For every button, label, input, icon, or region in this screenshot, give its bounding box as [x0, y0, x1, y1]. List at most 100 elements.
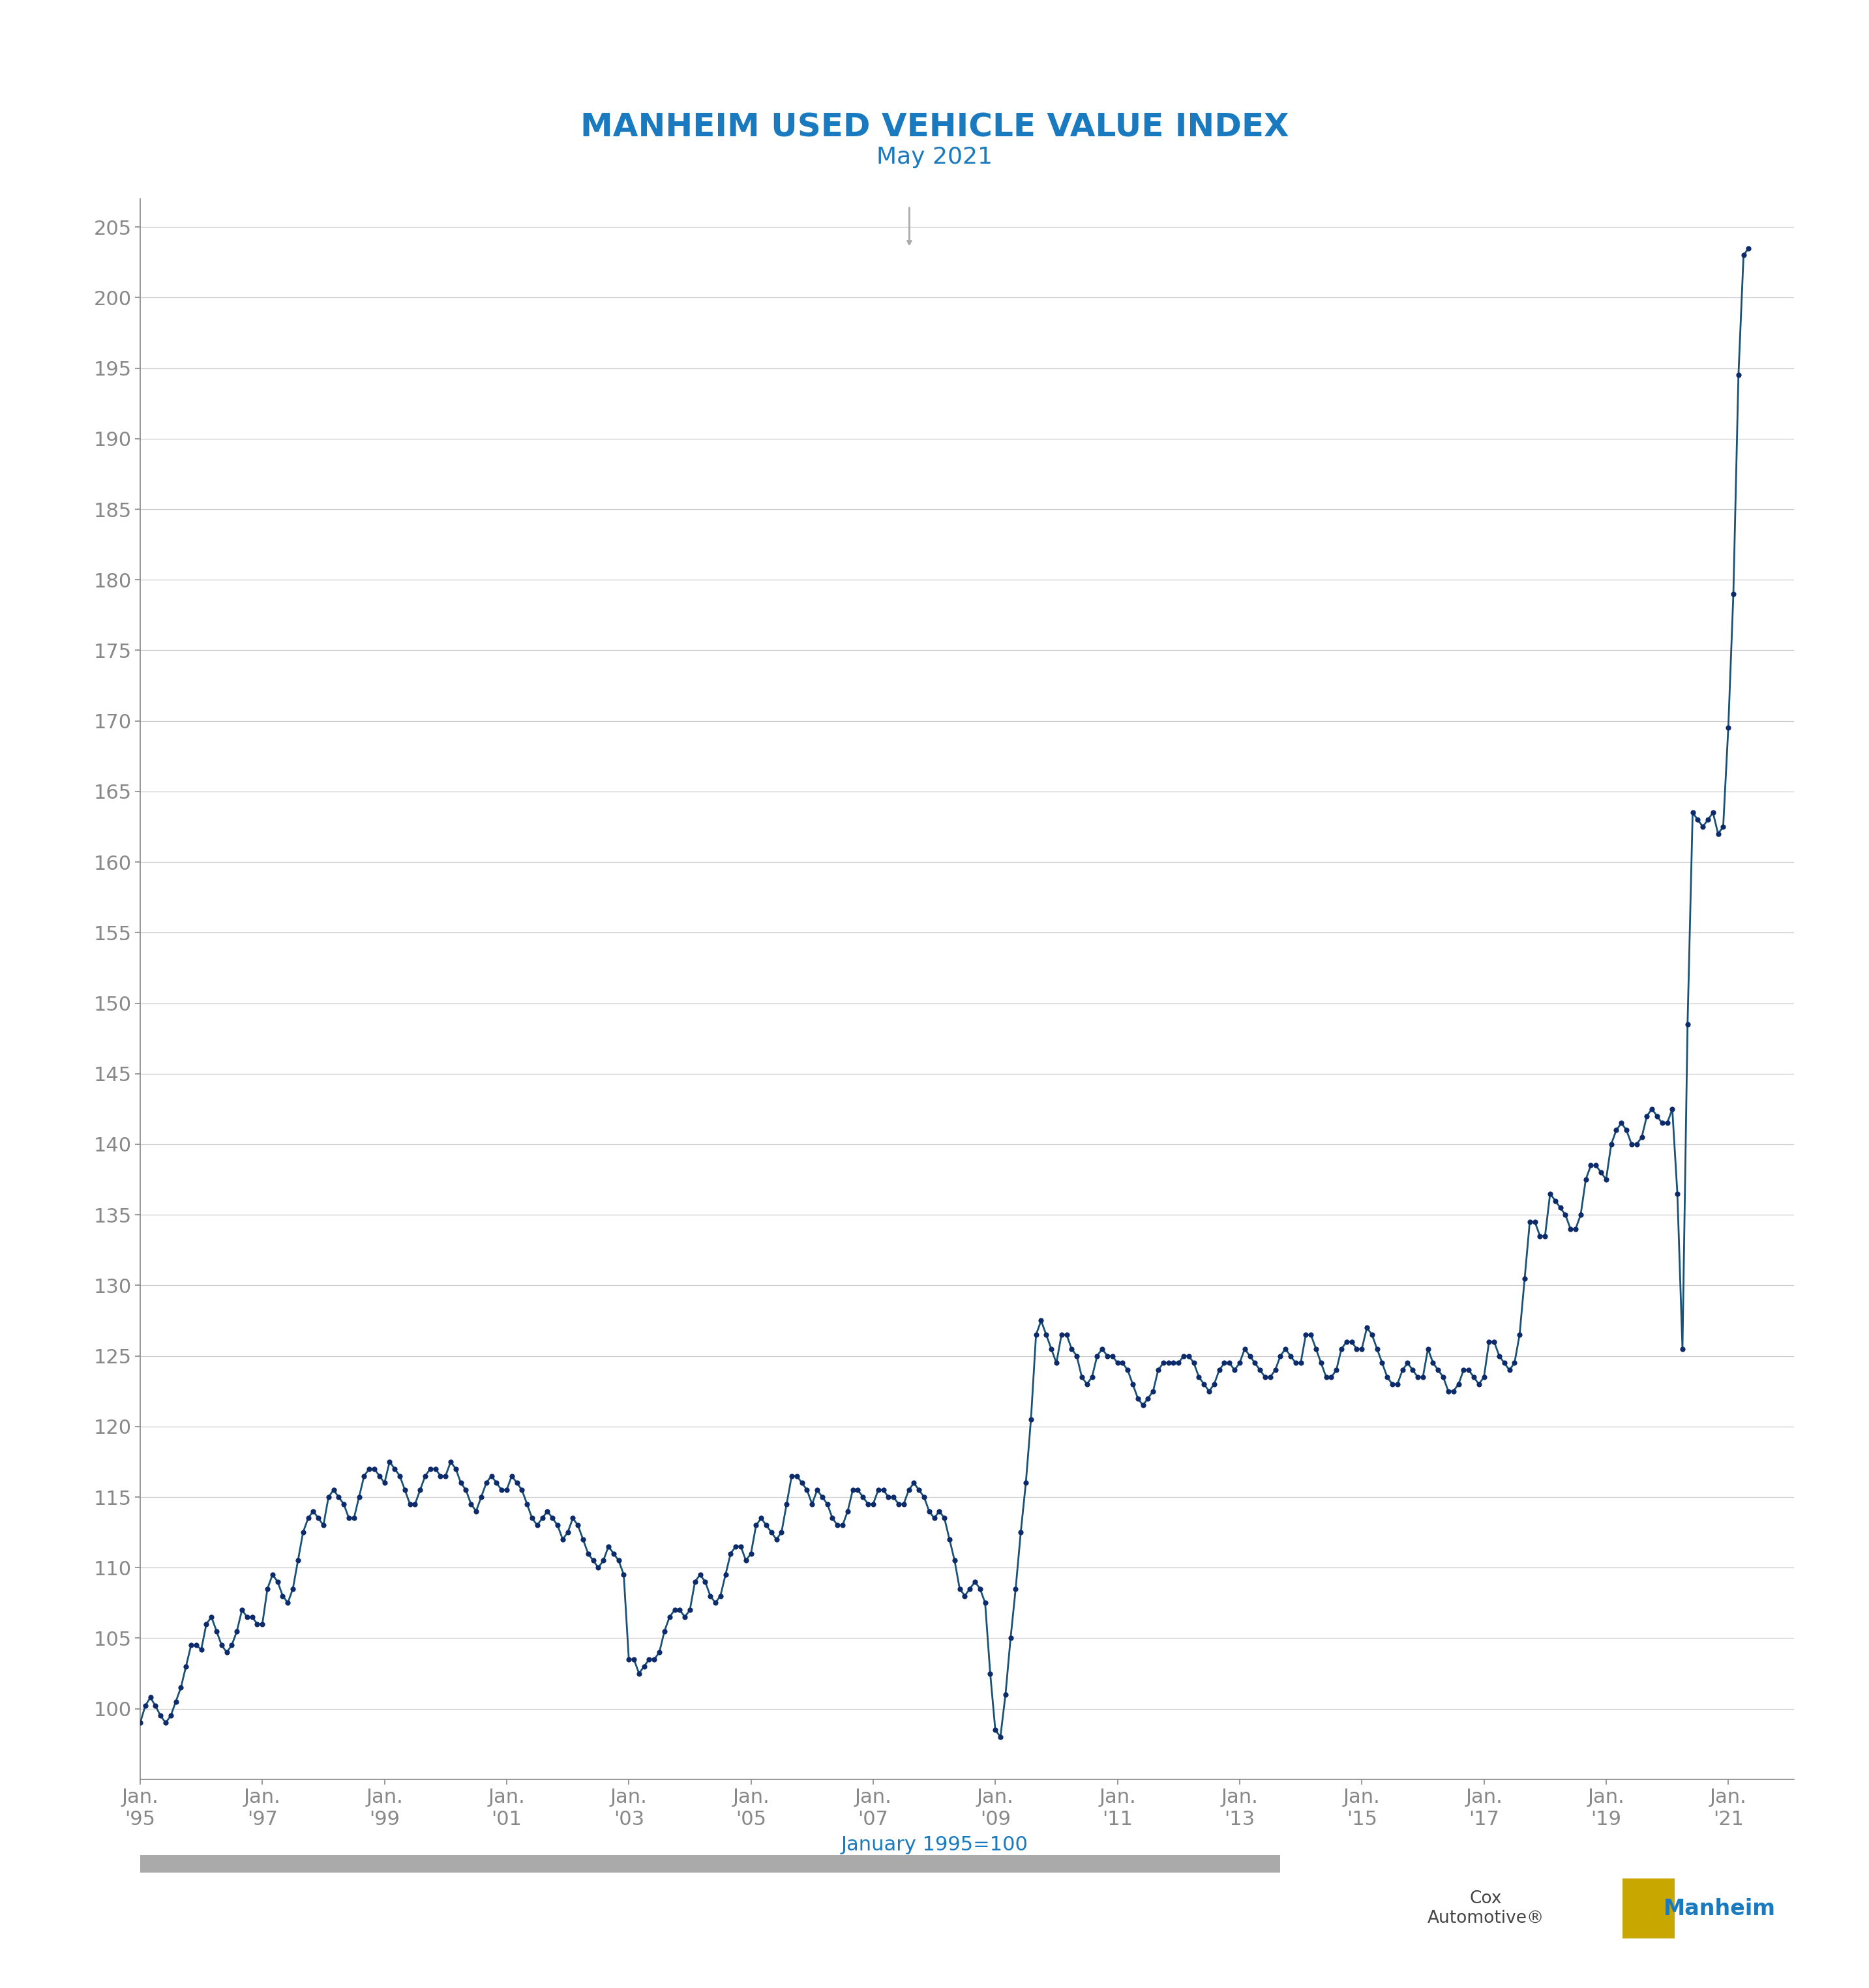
Point [1484, 1340, 1514, 1372]
Point [1555, 1213, 1585, 1244]
Point [1041, 1348, 1071, 1380]
Point [976, 1658, 1006, 1690]
Point [1123, 1382, 1153, 1413]
Point [1097, 1340, 1127, 1372]
Point [1088, 1334, 1118, 1366]
Point [1312, 1362, 1342, 1394]
Point [338, 1503, 368, 1535]
Point [899, 1467, 929, 1499]
Point [665, 1594, 695, 1626]
Point [1703, 817, 1733, 849]
Point [264, 1567, 293, 1598]
Point [308, 1509, 338, 1541]
Point [155, 1700, 185, 1732]
Point [370, 1467, 400, 1499]
Point [807, 1481, 837, 1513]
Text: Cox
Automotive®: Cox Automotive® [1428, 1891, 1544, 1926]
Point [1194, 1376, 1224, 1408]
Point [1209, 1348, 1239, 1380]
Point [1271, 1334, 1301, 1366]
Point [1495, 1354, 1525, 1386]
Point [630, 1650, 660, 1682]
Point [1179, 1348, 1209, 1380]
Point [813, 1489, 843, 1521]
Point [482, 1467, 512, 1499]
Point [1688, 811, 1718, 843]
Point [1239, 1348, 1269, 1380]
Point [1693, 803, 1723, 835]
Point [716, 1537, 746, 1569]
Point [1082, 1340, 1112, 1372]
Point [1265, 1340, 1295, 1372]
Point [542, 1509, 572, 1541]
Point [172, 1650, 202, 1682]
Point [834, 1495, 863, 1527]
Point [1017, 1404, 1047, 1435]
Point [701, 1586, 731, 1618]
Point [462, 1495, 492, 1527]
Point [1077, 1362, 1106, 1394]
Point [1428, 1362, 1458, 1394]
Point [1667, 1334, 1697, 1366]
Point [1189, 1368, 1219, 1400]
Point [226, 1594, 256, 1626]
Point [619, 1644, 649, 1676]
Point [991, 1678, 1020, 1710]
Point [914, 1495, 944, 1527]
Point [568, 1523, 598, 1555]
Point [1566, 1199, 1596, 1231]
Point [1026, 1304, 1056, 1336]
Point [766, 1517, 796, 1549]
Point [1056, 1334, 1086, 1366]
Point [675, 1594, 705, 1626]
Point [202, 1614, 232, 1646]
Point [1647, 1107, 1676, 1139]
Point [1357, 1318, 1387, 1350]
Point [1546, 1193, 1576, 1225]
Point [1469, 1362, 1499, 1394]
Point [654, 1600, 684, 1632]
Point [288, 1517, 318, 1549]
Point [191, 1608, 221, 1640]
Point [1286, 1348, 1316, 1380]
Point [884, 1489, 914, 1521]
Point [441, 1453, 471, 1485]
Point [1032, 1318, 1062, 1350]
Point [166, 1672, 196, 1704]
Point [639, 1644, 669, 1676]
Point [314, 1481, 344, 1513]
Point [852, 1489, 882, 1521]
Point [232, 1600, 262, 1632]
Point [318, 1473, 348, 1505]
Point [1617, 1129, 1647, 1161]
Point [1398, 1354, 1428, 1386]
Point [660, 1594, 690, 1626]
Point [1531, 1221, 1561, 1252]
Point [237, 1600, 267, 1632]
Point [598, 1537, 628, 1569]
Point [135, 1682, 164, 1714]
Point [1434, 1376, 1463, 1408]
Point [781, 1459, 811, 1491]
Point [1407, 1362, 1437, 1394]
Point [415, 1453, 445, 1485]
Point [1525, 1221, 1555, 1252]
Point [1138, 1376, 1168, 1408]
Point [757, 1517, 787, 1549]
Point [521, 1509, 551, 1541]
Point [207, 1630, 237, 1662]
Point [1439, 1376, 1469, 1408]
Point [594, 1531, 624, 1563]
Point [1148, 1348, 1177, 1380]
Point [151, 1708, 181, 1740]
Point [1404, 1362, 1434, 1394]
Point [1291, 1318, 1321, 1350]
Point [996, 1622, 1026, 1654]
Point [538, 1503, 568, 1535]
Point [792, 1473, 822, 1505]
Point [761, 1523, 791, 1555]
Point [828, 1509, 858, 1541]
Point [604, 1545, 634, 1576]
Point [725, 1531, 755, 1563]
Point [873, 1481, 903, 1513]
